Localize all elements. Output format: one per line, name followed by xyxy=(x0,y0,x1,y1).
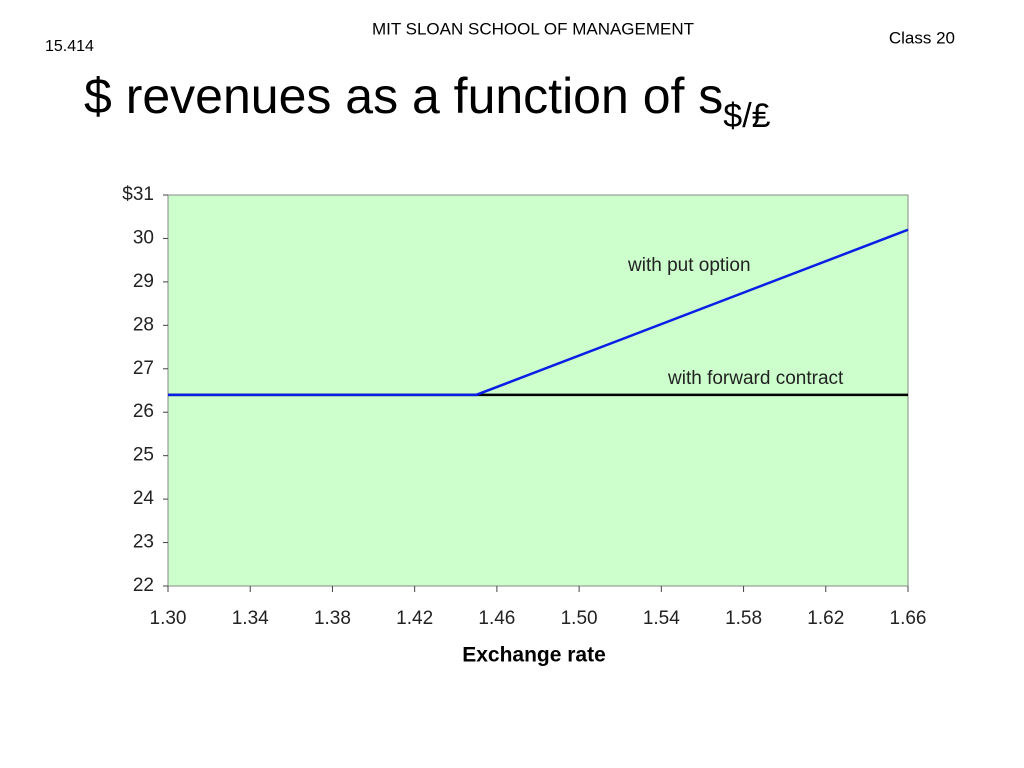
series-annotation: with put option xyxy=(627,255,751,276)
y-tick-label: 22 xyxy=(133,575,154,596)
header-school: MIT SLOAN SCHOOL OF MANAGEMENT xyxy=(372,19,694,38)
x-tick-label: 1.46 xyxy=(478,608,515,629)
x-tick-label: 1.50 xyxy=(561,608,598,629)
y-tick-label: 26 xyxy=(133,401,154,422)
y-tick-label: 28 xyxy=(133,314,154,335)
x-tick-label: 1.38 xyxy=(314,608,351,629)
y-tick-label: $31 xyxy=(122,184,154,205)
y-tick-label: 27 xyxy=(133,358,154,379)
x-tick-label: 1.62 xyxy=(807,608,844,629)
title-main: $ revenues as a function of s xyxy=(84,68,723,124)
series-line xyxy=(168,228,909,397)
y-tick-label: 23 xyxy=(133,532,154,553)
plot-area xyxy=(167,194,909,587)
header-session: Class 20 xyxy=(889,28,955,47)
x-axis-label: Exchange rate xyxy=(462,644,606,667)
x-tick-label: 1.66 xyxy=(890,608,927,629)
y-tick-label: 24 xyxy=(133,488,155,509)
y-tick-label: 25 xyxy=(133,445,154,466)
chart-title: $ revenues as a function of s$/₤ xyxy=(84,68,771,135)
y-tick-label: 30 xyxy=(133,227,154,248)
header-course: 15.414 xyxy=(45,38,94,55)
y-tick-label: 29 xyxy=(133,271,154,292)
x-tick-label: 1.58 xyxy=(725,608,762,629)
x-tick-label: 1.42 xyxy=(396,608,433,629)
series-annotation: with forward contract xyxy=(667,368,844,389)
title-subscript: $/₤ xyxy=(723,97,770,135)
x-tick-label: 1.54 xyxy=(643,608,680,629)
x-tick-label: 1.30 xyxy=(150,608,187,629)
x-tick-label: 1.34 xyxy=(232,608,269,629)
